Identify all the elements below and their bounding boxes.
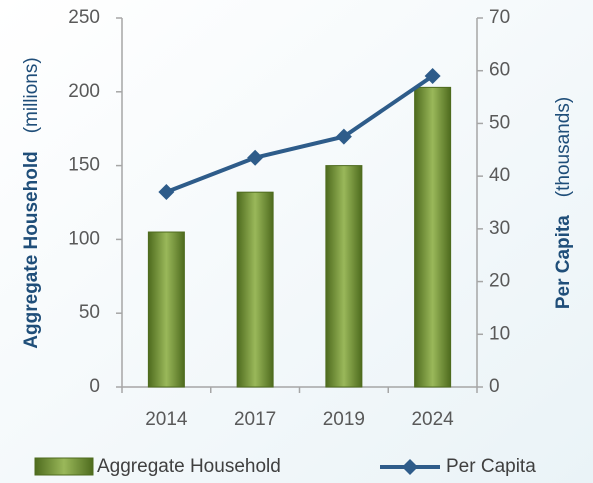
- x-tick-label: 2014: [145, 409, 188, 430]
- y-axis-label: Aggregate Household (millions): [21, 57, 42, 348]
- y-tick-label: 0: [89, 376, 100, 397]
- y-label-main: Aggregate Household: [21, 151, 42, 348]
- y2-tick-label: 60: [489, 60, 510, 81]
- y-tick-label: 250: [68, 7, 100, 28]
- legend-swatch: [34, 457, 94, 476]
- y-label-unit: (millions): [21, 57, 42, 133]
- x-tick-label: 2017: [234, 409, 276, 430]
- marker: [158, 183, 175, 200]
- y2-tick-label: 50: [489, 112, 510, 133]
- bar: [414, 86, 452, 388]
- y2-tick-label: 20: [489, 271, 510, 292]
- x-tick-label: 2019: [323, 409, 365, 430]
- legend-label: Per Capita: [446, 456, 536, 477]
- line: [165, 74, 434, 194]
- legend-marker: [402, 459, 418, 475]
- y2-tick-label: 30: [489, 218, 510, 239]
- y2-tick-label: 70: [489, 7, 510, 28]
- y-tick-label: 50: [79, 302, 100, 323]
- bar: [325, 165, 363, 388]
- x-tick-label: 2024: [411, 409, 454, 430]
- y-tick-label: 200: [68, 81, 100, 102]
- y2-axis-label: Per Capita (thousands): [553, 97, 574, 309]
- legend-label: Aggregate Household: [97, 456, 281, 477]
- bar: [147, 231, 185, 388]
- marker: [335, 128, 352, 145]
- y2-tick-label: 10: [489, 323, 510, 344]
- marker: [424, 67, 441, 84]
- y2-tick-label: 0: [489, 376, 500, 397]
- y2-label-main: Per Capita: [553, 215, 574, 309]
- y-tick-label: 150: [68, 155, 100, 176]
- bar: [236, 191, 274, 388]
- y2-tick-label: 40: [489, 165, 510, 186]
- marker: [247, 149, 264, 166]
- y-tick-label: 100: [68, 228, 100, 249]
- y2-label-unit: (thousands): [553, 97, 574, 197]
